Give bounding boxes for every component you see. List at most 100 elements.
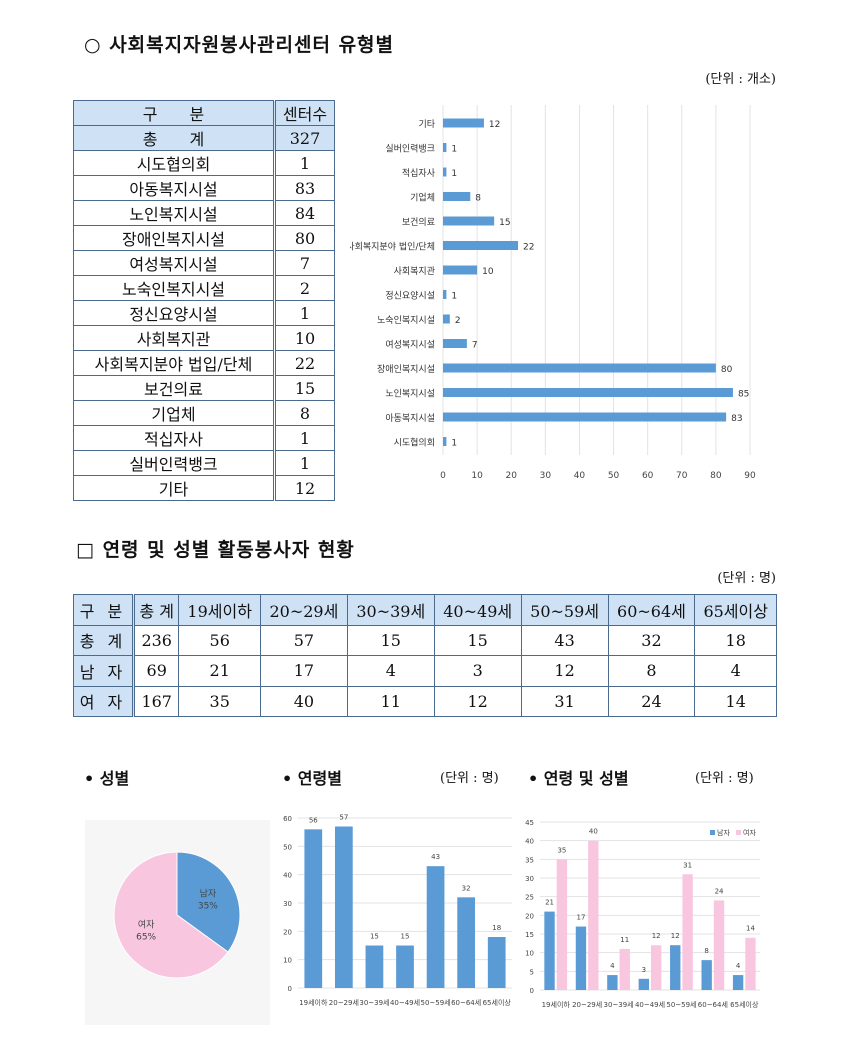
row-label-cell: 총 계	[73, 624, 135, 656]
x-tick-label: 65세이상	[730, 1000, 759, 1009]
count-cell: 84	[274, 200, 335, 226]
table-row: 여 자 167 35 40 11 12 31 24 14	[73, 685, 777, 717]
pie-slice-0	[176, 851, 241, 953]
count-cell: 80	[274, 225, 335, 251]
value-cell: 24	[607, 685, 696, 717]
x-tick-label: 65세이상	[483, 998, 512, 1007]
count-cell: 8	[274, 400, 335, 426]
value-cell: 15	[346, 624, 435, 656]
count-cell: 327	[274, 125, 335, 151]
x-tick-label: 40~49세	[390, 998, 420, 1007]
center-type-table: 구 분 센터수 총 계 327 시도협의회 1 아동복지시설 83 노인복지시설 84 장애인복지시…	[73, 100, 335, 501]
category-label: 아동복지시설	[385, 413, 435, 424]
category-label: 보건의료	[402, 217, 435, 228]
y-tick-label: 0	[288, 985, 292, 993]
bar	[443, 192, 471, 201]
y-tick-label: 0	[530, 987, 534, 995]
header-cell: 구 분	[73, 100, 276, 126]
data-label: 17	[576, 914, 585, 922]
x-tick-label: 40~49세	[635, 1000, 665, 1009]
data-label: 35	[557, 846, 566, 854]
data-label: 2	[455, 316, 461, 326]
value-cell: 4	[346, 655, 435, 687]
row-label-cell: 남 자	[73, 655, 135, 687]
data-label: 83	[731, 414, 742, 424]
bar	[443, 216, 495, 226]
category-label: 여성복지시설	[385, 339, 435, 351]
x-tick-label: 10	[471, 471, 483, 481]
x-tick-label: 20~29세	[329, 998, 359, 1007]
y-tick-label: 45	[525, 819, 534, 827]
legend-label: 여자	[743, 828, 756, 837]
value-cell: 17	[259, 655, 348, 687]
data-label: 15	[401, 933, 410, 941]
y-tick-label: 15	[525, 931, 534, 939]
bar	[575, 926, 587, 990]
x-tick-label: 60	[642, 471, 654, 481]
category-label: 시도협의회	[394, 437, 435, 449]
bar	[443, 437, 447, 446]
value-cell: 3	[433, 655, 522, 687]
y-tick-label: 40	[525, 838, 534, 846]
x-tick-label: 20~29세	[572, 1000, 602, 1009]
value-cell: 18	[694, 624, 777, 656]
table-row: 사회복지관 10	[73, 325, 335, 351]
y-tick-label: 25	[525, 894, 534, 902]
y-tick-label: 5	[530, 968, 534, 976]
bar	[304, 829, 323, 988]
age-bar-chart: 0 10 20 30 40 50 60 19세이하 56 20~29세 57 30~39세 15 40~4…	[283, 814, 512, 1007]
data-label: 12	[652, 932, 661, 940]
count-cell: 12	[274, 475, 335, 501]
bar	[396, 945, 414, 988]
type-cell: 노인복지시설	[73, 200, 276, 226]
row-label-cell: 여 자	[73, 685, 135, 717]
slice-label: 남자	[200, 888, 217, 899]
data-label: 3	[642, 966, 646, 974]
value-cell: 12	[520, 655, 609, 687]
bar	[732, 975, 744, 990]
x-tick-label: 50	[608, 471, 620, 481]
value-cell: 167	[132, 685, 180, 717]
table-row: 시도협의회 1	[73, 150, 335, 176]
bar	[682, 874, 693, 990]
value-cell: 4	[694, 655, 777, 687]
y-tick-label: 20	[283, 928, 292, 936]
data-label: 85	[738, 390, 749, 400]
type-cell: 적십자사	[73, 425, 276, 451]
type-cell: 기타	[73, 475, 276, 501]
age-unit: (단위 : 명)	[440, 771, 499, 786]
data-label: 10	[482, 267, 494, 277]
data-label: 7	[472, 341, 478, 351]
data-label: 40	[589, 828, 598, 836]
y-tick-label: 20	[525, 912, 534, 920]
bar	[544, 911, 555, 990]
category-label: 사회복지관	[394, 266, 435, 277]
value-cell: 14	[694, 685, 777, 717]
section2-unit: (단위 : 명)	[717, 571, 776, 586]
table-row: 장애인복지시설 80	[73, 225, 335, 251]
bar	[443, 388, 733, 397]
table-row: 총 계 236 56 57 15 15 43 32 18	[73, 624, 777, 656]
y-tick-label: 60	[283, 815, 292, 823]
table-row: 노인복지시설 84	[73, 200, 335, 226]
header-cell: 60~64세	[607, 594, 696, 626]
category-label: 사회복지분야 법인/단체	[350, 242, 435, 253]
bar	[443, 265, 478, 275]
value-cell: 12	[433, 685, 522, 717]
x-tick-label: 19세이하	[542, 1000, 571, 1009]
count-cell: 10	[274, 325, 335, 351]
count-cell: 22	[274, 350, 335, 376]
pie-slice-1	[113, 851, 229, 979]
data-label: 80	[721, 365, 733, 375]
legend-swatch	[736, 830, 741, 835]
x-tick-label: 60~64세	[451, 998, 481, 1007]
gender-pie-chart: 남자 35% 여자 65%	[85, 820, 270, 1025]
bar	[487, 937, 506, 988]
data-label: 8	[704, 947, 708, 955]
bar	[443, 314, 450, 324]
gender-label: • 성별	[84, 769, 130, 788]
table-header: 구 분 센터수	[73, 100, 335, 126]
count-cell: 83	[274, 175, 335, 201]
